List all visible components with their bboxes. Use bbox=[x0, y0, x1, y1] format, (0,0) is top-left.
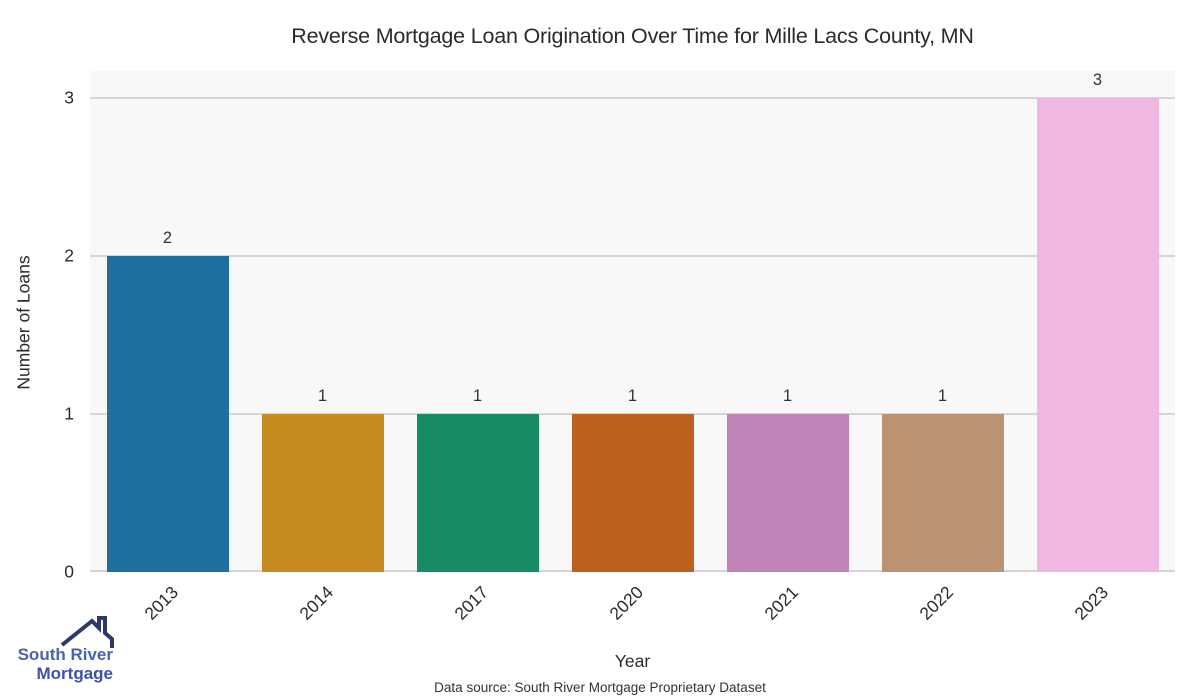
x-tick-label-text: 2020 bbox=[604, 582, 647, 624]
bar-value-label-2013: 2 bbox=[162, 229, 173, 247]
chart-title: Reverse Mortgage Loan Origination Over T… bbox=[291, 24, 974, 48]
south-river-mortgage-logo: South River Mortgage bbox=[14, 604, 126, 688]
logo-text-line2: Mortgage bbox=[37, 664, 114, 683]
bar-2014 bbox=[261, 414, 384, 572]
y-axis-title: Number of Loans bbox=[13, 255, 34, 390]
bar-value-label-2014: 1 bbox=[317, 387, 328, 405]
bar-slot-2020: 1 bbox=[571, 71, 694, 572]
x-tick-label-2021: 2021 bbox=[749, 582, 802, 624]
x-tick-label-2013: 2013 bbox=[129, 582, 182, 624]
data-source-note: Data source: South River Mortgage Propri… bbox=[434, 680, 766, 695]
bar-slot-2023: 3 bbox=[1036, 71, 1159, 572]
y-tick-label-3: 3 bbox=[64, 87, 74, 108]
x-tick-label-2022: 2022 bbox=[904, 582, 957, 624]
bar-slot-2017: 1 bbox=[416, 71, 539, 572]
x-tick-label-2017: 2017 bbox=[439, 582, 492, 624]
bar-2017 bbox=[416, 414, 539, 572]
x-tick-label-text: 2023 bbox=[1069, 582, 1112, 624]
plot-area: 2 1 1 1 1 1 3 bbox=[90, 71, 1175, 572]
house-roof-icon bbox=[60, 616, 114, 648]
bar-value-label-2020: 1 bbox=[627, 387, 638, 405]
bar-value-label-2021: 1 bbox=[782, 387, 793, 405]
y-tick-label-2: 2 bbox=[64, 245, 74, 266]
bar-slot-2014: 1 bbox=[261, 71, 384, 572]
y-tick-label-1: 1 bbox=[64, 403, 74, 424]
bar-2021 bbox=[726, 414, 849, 572]
gridline-y-2 bbox=[90, 255, 1175, 257]
y-tick-label-0: 0 bbox=[64, 561, 74, 582]
bar-value-label-2023: 3 bbox=[1092, 71, 1103, 89]
x-tick-label-text: 2013 bbox=[139, 582, 182, 624]
bar-value-label-2017: 1 bbox=[472, 387, 483, 405]
x-tick-label-text: 2021 bbox=[759, 582, 802, 624]
bar-value-label-2022: 1 bbox=[937, 387, 948, 405]
x-tick-label-text: 2014 bbox=[294, 582, 337, 624]
x-tick-label-text: 2022 bbox=[914, 582, 957, 624]
x-tick-label-text: 2017 bbox=[449, 582, 492, 624]
bar-slot-2022: 1 bbox=[881, 71, 1004, 572]
logo-text-line1: South River bbox=[18, 645, 114, 664]
x-axis-title: Year bbox=[614, 651, 651, 671]
bar-slot-2013: 2 bbox=[106, 71, 229, 572]
bar-2020 bbox=[571, 414, 694, 572]
bar-slot-2021: 1 bbox=[726, 71, 849, 572]
x-tick-label-2014: 2014 bbox=[284, 582, 337, 624]
bar-2023 bbox=[1036, 98, 1159, 572]
x-axis-tick-labels: 2013 2014 2017 2020 2021 2022 2023 bbox=[90, 572, 1175, 632]
y-axis-tick-labels: 0 1 2 3 bbox=[0, 71, 90, 582]
logo-graphic: South River Mortgage bbox=[18, 616, 114, 683]
gridline-y-3 bbox=[90, 97, 1175, 99]
x-tick-label-2023: 2023 bbox=[1059, 582, 1112, 624]
bar-2022 bbox=[881, 414, 1004, 572]
x-tick-label-2020: 2020 bbox=[594, 582, 647, 624]
bar-2013 bbox=[106, 256, 229, 572]
